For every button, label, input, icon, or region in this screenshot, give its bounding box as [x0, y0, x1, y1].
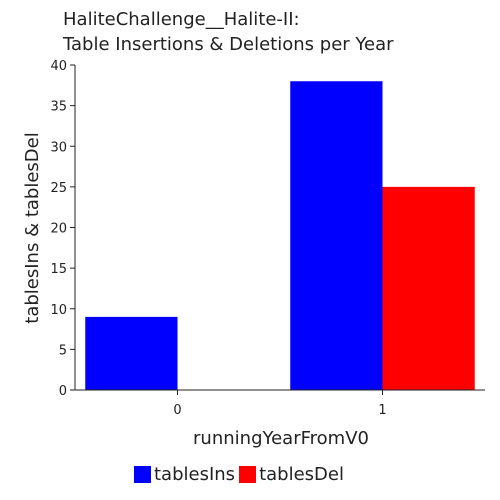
- y-tick-label: 20: [50, 222, 67, 237]
- x-tick-label: 0: [173, 403, 181, 418]
- legend-label-tablesins: tablesIns: [154, 464, 236, 485]
- legend-label-tablesdel: tablesDel: [259, 464, 344, 485]
- legend-item-tablesins: tablesIns: [134, 464, 235, 485]
- y-tick-label: 15: [50, 262, 67, 277]
- legend-swatch-tablesins: [134, 466, 151, 483]
- bar-tablesins-0: [85, 316, 178, 390]
- y-tick-label: 0: [59, 384, 67, 399]
- bar-chart: 0 5 10 15 20 25 30 35 40 0 1 runningYearFromV0 tab…: [22, 59, 485, 449]
- y-tick-label: 30: [50, 140, 67, 155]
- axes-group: 0 5 10 15 20 25 30 35 40 0 1: [50, 59, 485, 418]
- y-tick-label: 35: [50, 100, 67, 115]
- y-axis-label: tablesIns & tablesDel: [22, 132, 43, 323]
- x-tick-label: 1: [378, 403, 386, 418]
- y-tick-label: 40: [50, 59, 67, 74]
- y-tick-label: 10: [50, 303, 67, 318]
- y-tick-label: 5: [59, 343, 67, 358]
- legend-swatch-tablesdel: [239, 466, 257, 483]
- chart-title-line-1: HaliteChallenge__Halite-II:: [63, 9, 300, 30]
- bar-tablesdel-1: [382, 186, 475, 390]
- chart-title-line-2: Table Insertions & Deletions per Year: [63, 34, 394, 55]
- legend: tablesIns tablesDel: [134, 464, 348, 485]
- chart-title: HaliteChallenge__Halite-II: Table Insert…: [63, 7, 394, 57]
- legend-item-tablesdel: tablesDel: [239, 464, 344, 485]
- y-tick-label: 25: [50, 181, 67, 196]
- bars-group: [85, 81, 475, 390]
- bar-tablesins-1: [290, 81, 383, 390]
- x-axis-label: runningYearFromV0: [193, 428, 369, 449]
